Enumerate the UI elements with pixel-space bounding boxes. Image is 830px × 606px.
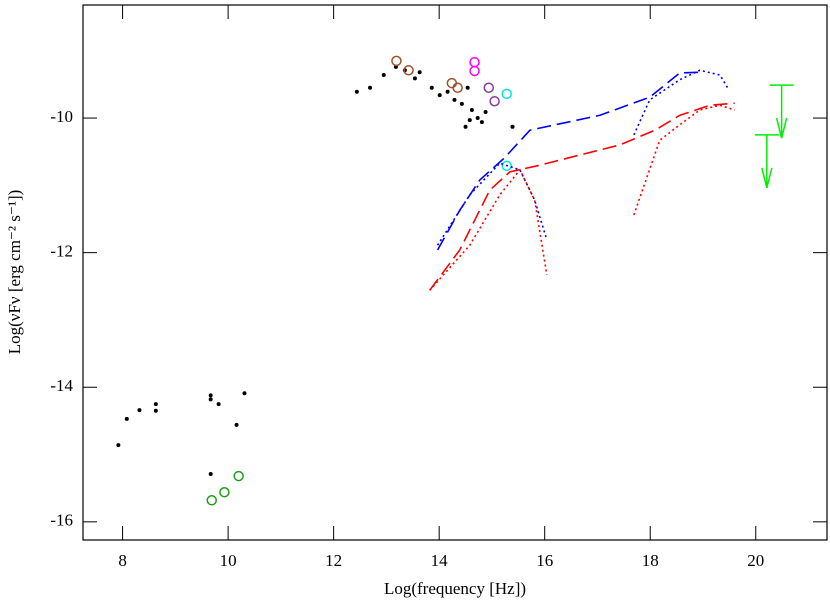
data-point [467,118,472,123]
data-point [459,101,464,106]
model-curve [436,71,700,251]
data-point [429,85,434,90]
data-circle [403,65,414,76]
data-point [208,397,213,402]
model-curve [436,69,730,246]
upper-limit [754,134,779,189]
data-point [153,408,158,413]
y-axis-label: Log(νFν [erg cm⁻² s⁻¹]) [5,190,24,355]
data-circle [501,88,512,100]
y-tick-label: -16 [50,511,73,530]
data-point [417,70,422,75]
y-tick-label: -14 [50,376,73,395]
upper-limit-part [780,117,788,139]
data-point [412,76,417,81]
data-circle [219,486,230,498]
data-point [437,93,442,98]
data-circle [469,56,480,68]
model-curve [429,104,735,291]
data-point [116,443,121,448]
data-circle [489,95,500,107]
upper-limit [769,84,794,139]
data-point [234,422,239,427]
y-tick-label: -10 [50,107,73,126]
y-tick-label: -12 [50,242,73,261]
x-tick-label: 8 [118,551,127,570]
data-point [463,124,468,129]
data-circle [446,77,458,89]
data-point [469,107,474,112]
data-point [479,120,484,125]
data-point [124,416,129,421]
upper-limit-part [761,167,768,189]
data-circle [206,495,217,506]
data-point [510,124,515,129]
x-tick-label: 14 [431,551,449,570]
data-point [208,393,213,398]
data-point [452,97,457,102]
x-axis-label: Log(frequency [Hz]) [384,579,526,598]
data-circle [391,55,402,67]
data-point [208,472,213,477]
data-point [483,110,488,114]
data-point [354,89,359,94]
data-point [137,408,142,413]
data-point [242,391,247,396]
data-circle [483,82,495,94]
x-tick-label: 20 [747,551,764,570]
data-point [153,402,158,407]
model-curve [429,102,735,291]
data-point [475,116,480,121]
data-point [445,89,450,94]
data-circle [452,82,463,94]
upper-limit-part [766,167,773,189]
x-tick-label: 10 [220,551,237,570]
data-circle [469,65,480,77]
x-tick-label: 12 [325,551,342,570]
plot-frame [82,4,828,541]
data-point [216,402,221,407]
x-tick-label: 16 [536,551,553,570]
upper-limit-part [775,117,783,139]
x-tick-label: 18 [642,551,659,570]
data-circle [501,160,512,172]
data-circle [233,470,244,482]
data-point [465,85,470,90]
data-point [381,72,386,77]
data-point [368,85,373,90]
